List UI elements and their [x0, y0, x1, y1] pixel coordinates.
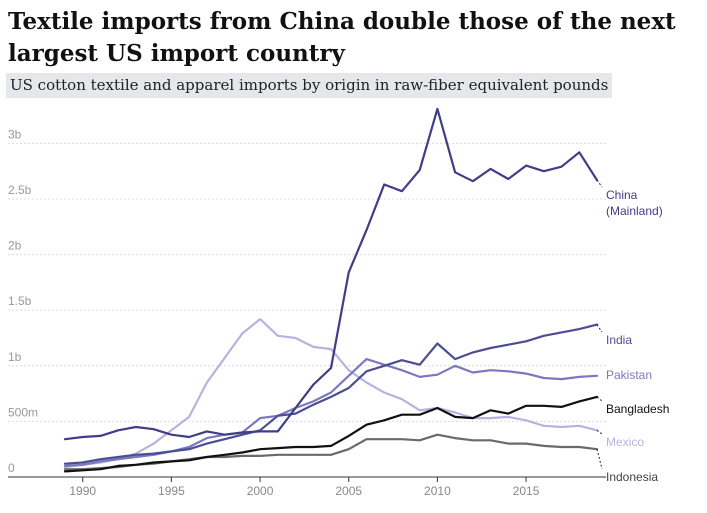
label-leader	[596, 449, 603, 470]
series-lines	[63, 107, 599, 473]
series-label: Pakistan	[606, 368, 652, 382]
x-tick-label: 1995	[158, 484, 185, 498]
y-tick-label: 2b	[8, 239, 22, 253]
series-line-india	[63, 323, 599, 465]
x-tick-label: 2000	[247, 484, 274, 498]
y-tick-label: 1b	[8, 350, 22, 364]
series-line-china-mainland	[63, 107, 599, 441]
x-tick-label: 2005	[335, 484, 362, 498]
y-tick-label: 2.5b	[8, 183, 32, 197]
label-leader	[596, 396, 603, 402]
series-label: Mexico	[606, 435, 644, 449]
label-leader	[596, 429, 603, 435]
chart-subtitle: US cotton textile and apparel imports by…	[6, 73, 613, 98]
series-line-bangladesh	[63, 395, 599, 473]
series-label: India	[606, 333, 632, 347]
series-line-pakistan	[63, 358, 599, 467]
x-tick-label: 2015	[513, 484, 540, 498]
y-tick-label: 3b	[8, 127, 22, 141]
x-axis: 1990 1995 2000 2005 2010 2015	[8, 476, 606, 498]
y-tick-label: 1.5b	[8, 294, 32, 308]
series-label: Indonesia	[606, 470, 658, 484]
series-line-indonesia	[63, 433, 599, 471]
label-leader	[596, 179, 603, 188]
series-label: China (Mainland)	[606, 188, 663, 218]
grid-lines	[8, 142, 606, 478]
y-tick-label: 500m	[8, 405, 38, 419]
x-tick-label: 1990	[69, 484, 96, 498]
x-tick-label: 2010	[424, 484, 451, 498]
y-axis-ticks: 0 500m 1b 1.5b 2b 2.5b 3b	[8, 127, 38, 475]
series-labels: China (Mainland) India Pakistan Bangladesh Me…	[596, 179, 669, 484]
label-leader	[596, 324, 603, 333]
series-label: Bangladesh	[606, 402, 669, 416]
chart-title: Textile imports from China double those …	[8, 8, 676, 67]
series-line-mexico	[63, 318, 599, 469]
y-tick-label: 0	[8, 461, 15, 475]
